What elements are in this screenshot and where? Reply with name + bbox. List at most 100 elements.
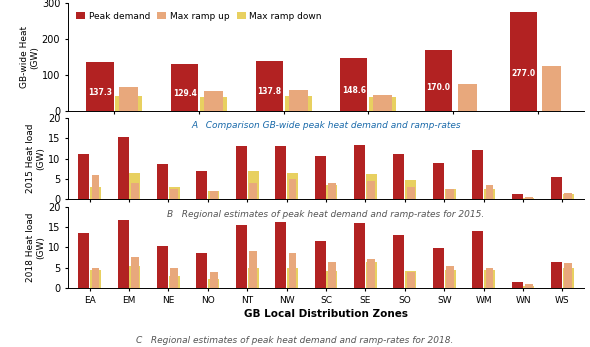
Bar — [284, 96, 312, 111]
Bar — [328, 183, 336, 199]
Bar — [171, 269, 178, 288]
Bar — [210, 272, 218, 288]
Bar — [512, 194, 523, 199]
Bar — [314, 156, 326, 199]
Bar — [210, 191, 218, 199]
Text: 148.6: 148.6 — [342, 86, 366, 95]
Bar — [91, 175, 99, 199]
Bar — [486, 268, 493, 288]
Bar — [169, 276, 180, 288]
Y-axis label: 2015 Heat load
(GW): 2015 Heat load (GW) — [25, 124, 45, 193]
Bar — [366, 262, 377, 288]
Text: 170.0: 170.0 — [427, 83, 451, 92]
Bar — [551, 262, 562, 288]
Bar — [287, 173, 298, 199]
Bar — [407, 187, 415, 199]
Bar — [433, 163, 444, 199]
Bar — [119, 87, 138, 111]
Bar — [405, 180, 416, 199]
Text: 277.0: 277.0 — [511, 69, 535, 77]
Bar — [446, 265, 454, 288]
Bar — [328, 262, 336, 288]
Bar — [196, 253, 207, 288]
Bar — [275, 146, 286, 199]
Bar — [563, 268, 574, 288]
Bar — [405, 271, 416, 288]
Bar — [255, 61, 283, 111]
Bar — [90, 270, 101, 288]
Bar — [131, 257, 139, 288]
Bar — [249, 183, 257, 199]
Bar — [525, 284, 533, 288]
Bar — [565, 193, 572, 199]
Y-axis label: GB-wide Heat
(GW): GB-wide Heat (GW) — [19, 26, 39, 88]
Bar — [425, 50, 452, 111]
Bar — [87, 62, 113, 111]
Bar — [354, 145, 365, 199]
Bar — [117, 137, 129, 199]
Bar — [196, 171, 207, 199]
Y-axis label: 2018 Heat load
(GW): 2018 Heat load (GW) — [25, 212, 45, 282]
Bar — [129, 265, 140, 288]
Bar — [314, 241, 326, 288]
Bar — [91, 268, 99, 288]
Bar — [117, 220, 129, 288]
Bar — [171, 189, 178, 199]
Text: B   Regional estimates of peak heat demand and ramp-rates for 2015.: B Regional estimates of peak heat demand… — [168, 210, 484, 219]
Bar — [373, 95, 392, 111]
Bar — [78, 233, 89, 288]
Bar — [157, 164, 168, 199]
Bar — [407, 272, 415, 288]
Bar — [368, 181, 375, 199]
Bar — [486, 185, 493, 199]
Text: A   Comparison GB-wide peak heat demand and ramp-rates: A Comparison GB-wide peak heat demand an… — [191, 121, 461, 130]
Bar — [289, 90, 307, 111]
Bar — [157, 246, 168, 288]
Legend: Peak demand, Max ramp up, Max ramp down: Peak demand, Max ramp up, Max ramp down — [73, 8, 326, 24]
Bar — [563, 194, 574, 199]
Bar — [200, 97, 227, 111]
Bar — [512, 282, 523, 288]
Bar — [542, 66, 562, 111]
Bar — [115, 96, 142, 111]
Bar — [368, 260, 375, 288]
Bar — [289, 179, 296, 199]
Bar — [131, 183, 139, 199]
Bar — [565, 263, 572, 288]
Bar — [510, 12, 537, 111]
Bar — [208, 279, 219, 288]
Bar — [236, 146, 247, 199]
Text: 129.4: 129.4 — [173, 88, 196, 98]
Bar — [551, 177, 562, 199]
Bar — [366, 174, 377, 199]
Bar — [249, 251, 257, 288]
Bar — [248, 171, 258, 199]
Bar — [445, 189, 455, 199]
Bar — [523, 286, 535, 288]
Bar — [484, 270, 495, 288]
Bar — [287, 269, 298, 288]
Bar — [340, 58, 368, 111]
Bar — [236, 225, 247, 288]
Bar — [484, 189, 495, 199]
Bar — [90, 187, 101, 199]
Bar — [169, 187, 180, 199]
Bar — [458, 84, 477, 111]
Text: 137.3: 137.3 — [88, 87, 112, 96]
Bar — [275, 222, 286, 288]
Bar — [525, 197, 533, 199]
Bar — [289, 253, 296, 288]
Text: C   Regional estimates of peak heat demand and ramp-rates for 2018.: C Regional estimates of peak heat demand… — [136, 336, 454, 345]
Bar — [354, 223, 365, 288]
Text: 137.8: 137.8 — [257, 87, 281, 96]
Bar — [326, 271, 337, 288]
Bar — [369, 97, 396, 111]
Bar — [326, 185, 337, 199]
Bar — [129, 173, 140, 199]
Bar — [208, 191, 219, 199]
Bar — [248, 268, 258, 288]
Bar — [523, 198, 535, 199]
Bar — [445, 270, 455, 288]
Bar — [171, 65, 198, 111]
Bar — [78, 154, 89, 199]
